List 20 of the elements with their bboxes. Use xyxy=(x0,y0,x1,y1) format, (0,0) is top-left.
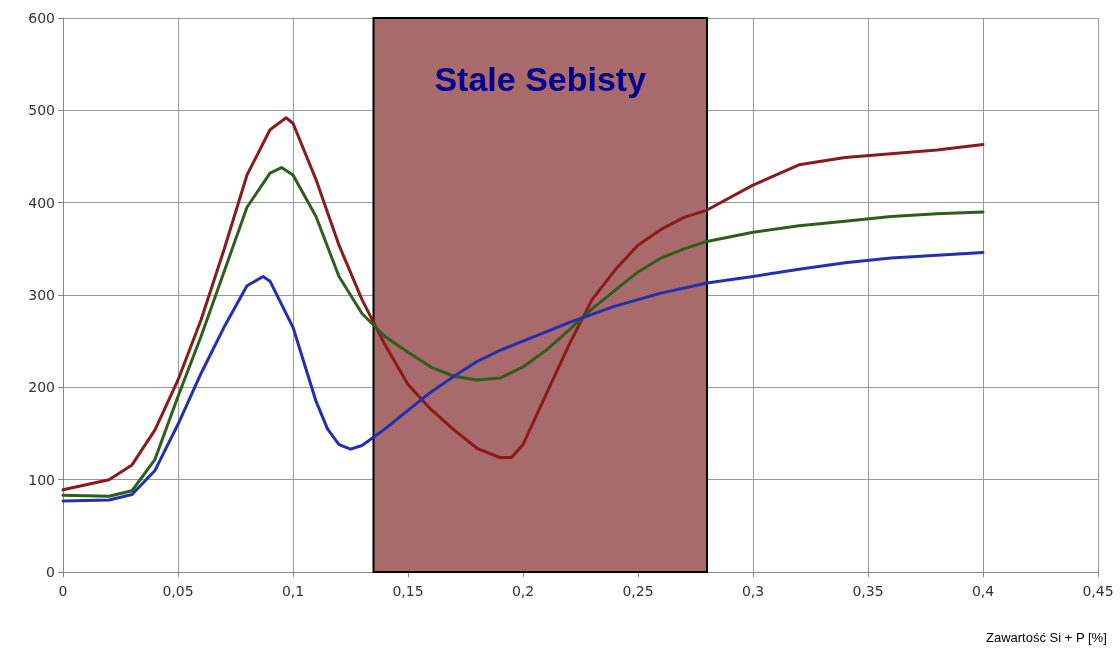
x-tick-label: 0,4 xyxy=(971,583,995,599)
x-axis-title: Zawartość Si + P [%] xyxy=(985,630,1107,645)
x-tick-label: 0,1 xyxy=(281,583,305,599)
y-tick-label: 0 xyxy=(46,564,55,580)
y-tick-label: 600 xyxy=(28,10,55,26)
x-tick-label: 0,25 xyxy=(622,583,654,599)
y-tick-label: 200 xyxy=(28,379,55,396)
x-tick-label: 0,45 xyxy=(1082,583,1114,599)
line-series xyxy=(61,251,985,503)
x-tick-label: 0,35 xyxy=(852,583,884,599)
x-tick-label: 0,05 xyxy=(162,583,194,599)
x-tick-label: 0,15 xyxy=(392,583,424,599)
x-tick-label: 0,2 xyxy=(511,583,535,599)
band-label: Stale Sebisty xyxy=(434,60,647,98)
y-tick-label: 500 xyxy=(28,102,55,119)
y-tick-label: 400 xyxy=(28,194,55,211)
x-tick-label: 0,3 xyxy=(741,583,765,599)
y-tick-label: 300 xyxy=(28,287,55,303)
y-tick-label: 100 xyxy=(28,471,55,488)
x-tick-label: 0 xyxy=(58,583,68,599)
